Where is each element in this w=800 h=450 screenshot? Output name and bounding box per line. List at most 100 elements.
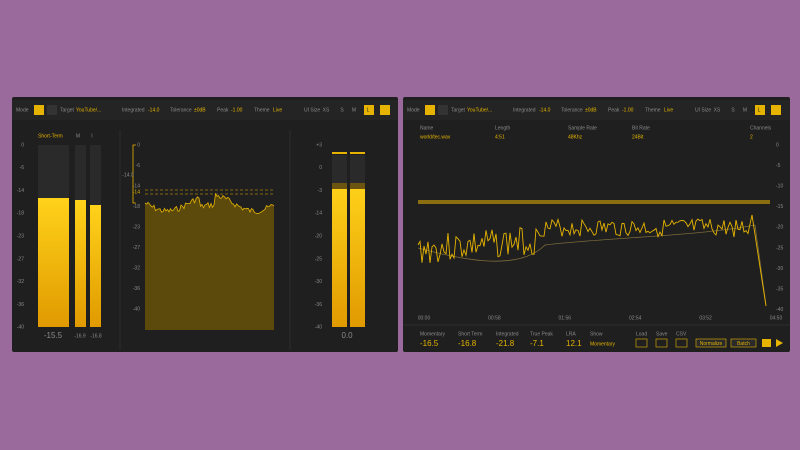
scale-label: -40 (133, 306, 140, 312)
scale-label: -3 (318, 188, 323, 194)
label: Live (664, 107, 673, 113)
action-button[interactable] (635, 338, 648, 348)
readout: -16.8 (90, 333, 102, 339)
mode-button[interactable] (34, 105, 44, 115)
y-tick-label: -30 (776, 266, 783, 272)
action-button[interactable] (675, 338, 688, 348)
meter-band (332, 183, 347, 189)
target-bracket (132, 144, 136, 204)
size-option[interactable]: L (758, 107, 761, 113)
x-tick-label: 02:54 (629, 315, 642, 321)
peak-hold (350, 152, 365, 154)
scale-label: -40 (315, 325, 322, 331)
info-value: world/tec.wav (420, 134, 451, 140)
left-header (12, 100, 398, 120)
button[interactable] (730, 338, 757, 348)
readout: -16.9 (74, 333, 86, 339)
size-option[interactable]: L (367, 107, 370, 113)
stat-label: Momentary (420, 331, 446, 337)
meter-band (350, 183, 365, 189)
scale-label: -30 (315, 279, 322, 285)
play-button[interactable] (776, 339, 783, 347)
scale-label: -23 (133, 224, 140, 230)
label: ±0dB (194, 107, 206, 113)
size-option[interactable]: XS (323, 107, 330, 113)
y-tick-label: -40 (776, 307, 783, 313)
y-tick-label: -20 (776, 225, 783, 231)
target-label: -14.0 (122, 172, 134, 178)
label: Mode (407, 107, 420, 113)
readout: 0.0 (341, 331, 353, 340)
label: Live (273, 107, 282, 113)
scale-label: -6 (136, 163, 141, 169)
y-tick-label: -5 (776, 163, 781, 169)
average-curve (417, 224, 767, 306)
label: Mode (16, 107, 29, 113)
peak-hold (332, 152, 347, 154)
scale-label: -36 (133, 286, 140, 292)
size-option[interactable]: S (731, 107, 735, 113)
stat-value: -21.8 (496, 339, 515, 348)
label: -14.0 (539, 107, 551, 113)
meter-bar (332, 183, 347, 327)
scale-label: -14 (315, 211, 322, 217)
size-option[interactable]: M (743, 107, 747, 113)
scale-label: -27 (133, 245, 140, 251)
stat-value: 12.1 (566, 339, 582, 348)
label: YouTube/... (76, 107, 101, 113)
button[interactable] (695, 338, 727, 348)
x-tick-label: 00:58 (488, 315, 501, 321)
action-label: CSV (676, 331, 687, 337)
label: -1.00 (622, 107, 634, 113)
scale-label: +3 (316, 142, 322, 148)
stop-button[interactable] (762, 339, 771, 347)
scale-label: 0 (319, 165, 322, 171)
stat-label: LRA (566, 331, 576, 337)
label: Tolerance (170, 107, 192, 113)
stat-value: -7.1 (530, 339, 544, 348)
y-tick-label: -35 (776, 287, 783, 293)
size-option[interactable]: S (340, 107, 344, 113)
scale-label: -32 (133, 265, 140, 271)
history-area (145, 193, 274, 330)
scale-label: -25 (315, 256, 322, 262)
action-button[interactable] (655, 338, 668, 348)
readout: -15.5 (44, 331, 63, 340)
button-label[interactable]: Normalize (700, 341, 723, 347)
x-tick-label: 00:00 (418, 315, 431, 321)
display-label: Show (590, 331, 603, 337)
label: Peak (217, 107, 229, 113)
scale-label: -23 (17, 234, 24, 240)
label: Theme (254, 107, 270, 113)
stat-label: True Peak (530, 331, 553, 337)
settings-button[interactable] (380, 105, 390, 115)
x-tick-label: 04:50 (770, 315, 783, 321)
label: Integrated (513, 107, 536, 113)
scale-label: -27 (17, 256, 24, 262)
mode-button[interactable] (425, 105, 435, 115)
y-tick-label: -25 (776, 245, 783, 251)
scale-label: -18 (133, 204, 140, 210)
button-label[interactable]: Batch (737, 341, 750, 347)
size-button[interactable] (755, 105, 765, 115)
mode-button[interactable] (47, 105, 57, 115)
label: Target (451, 107, 466, 113)
display-select[interactable]: Momentary (590, 341, 616, 347)
scale-label: -14 (17, 188, 24, 194)
settings-button[interactable] (771, 105, 781, 115)
label: Target (60, 107, 75, 113)
mode-button[interactable] (438, 105, 448, 115)
size-option[interactable]: XS (714, 107, 721, 113)
label: -1.00 (231, 107, 243, 113)
stat-value: -16.8 (458, 339, 477, 348)
size-option[interactable]: M (352, 107, 356, 113)
loudness-line (417, 214, 767, 307)
scale-label: -36 (17, 302, 24, 308)
info-value: 4:51 (495, 134, 505, 140)
size-button[interactable] (364, 105, 374, 115)
y-tick-label: -15 (776, 204, 783, 210)
info-label: Name (420, 125, 434, 131)
x-tick-label: 01:56 (559, 315, 572, 321)
meter-bar (350, 183, 365, 327)
